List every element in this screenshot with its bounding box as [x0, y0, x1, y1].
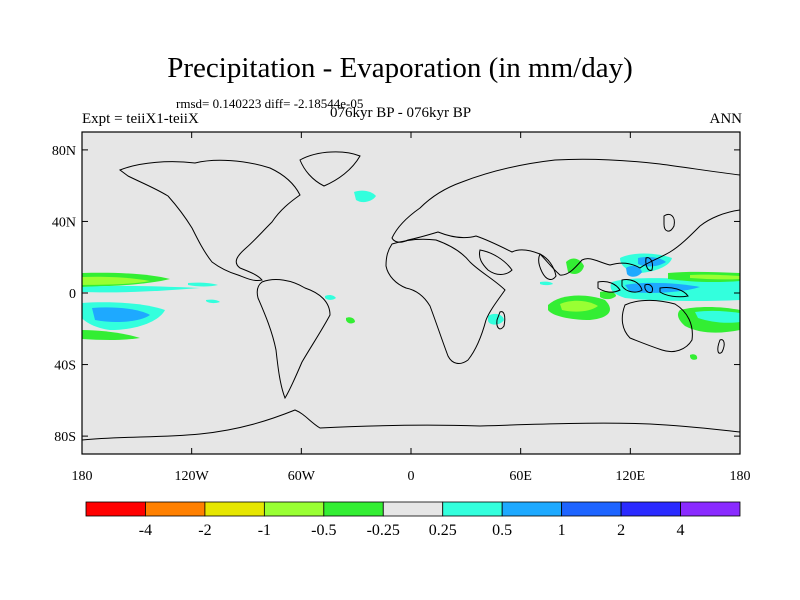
season-label: ANN [709, 111, 743, 127]
lon-tick-label: 180 [730, 469, 751, 484]
coastline-borneo [621, 279, 643, 293]
coastline-eurasia [391, 158, 740, 276]
anomaly-region [188, 282, 218, 287]
lon-tick-label: 60W [288, 469, 316, 484]
anomaly-region [325, 294, 336, 300]
colorbar-label: -2 [198, 522, 211, 539]
lat-tick-label: 40S [54, 359, 76, 374]
lon-tick-label: 0 [408, 469, 415, 484]
coastlines [82, 151, 740, 441]
colorbar-swatch [501, 501, 563, 517]
coastline-greenland [299, 151, 361, 187]
experiment-label: Expt = teiiX1-teiiX [82, 111, 199, 127]
lon-tick-label: 120W [175, 469, 210, 484]
coastline-sulawesi [644, 284, 653, 293]
anomaly-region [82, 285, 200, 293]
anomaly-region [690, 274, 740, 280]
anomaly-region [92, 307, 150, 323]
coastline-sumatra [597, 281, 621, 293]
anomaly-region [560, 300, 598, 312]
colorbar-swatch [382, 501, 444, 517]
anomaly-region [346, 317, 355, 324]
stats-label: rmsd= 0.140223 diff= -2.18544e-05 [176, 96, 364, 111]
coastline-australia [621, 299, 693, 353]
anomaly-region [354, 190, 376, 203]
colorbar-swatch [620, 501, 681, 517]
colorbar-label: -4 [139, 522, 152, 539]
colorbar-swatch [323, 501, 384, 517]
coastline-japan [663, 213, 675, 232]
anomaly-region [488, 313, 504, 325]
period-label: 076kyr BP - 076kyr BP [330, 105, 472, 121]
colorbar-label: 0.25 [429, 522, 457, 539]
colorbar: -4 -2 -1 -0.5 -0.25 0.25 0.5 1 2 4 [85, 501, 741, 539]
coastline-india [538, 253, 557, 280]
anomaly-region [626, 265, 642, 277]
anomaly-region [540, 281, 553, 286]
colorbar-swatch [263, 501, 325, 517]
lon-tick-label: 120E [616, 469, 646, 484]
lat-tick-label: 80S [54, 430, 76, 445]
anomaly-region [82, 276, 150, 285]
colorbar-swatch [204, 501, 265, 517]
colorbar-swatch [85, 501, 146, 517]
colorbar-swatch [680, 501, 741, 517]
colorbar-swatch [561, 501, 622, 517]
colorbar-label: -0.25 [367, 522, 400, 539]
page-title: Precipitation - Evaporation (in mm/day) [167, 52, 633, 84]
colorbar-label: 1 [558, 522, 566, 539]
colorbar-label: 0.5 [492, 522, 512, 539]
anomaly-region [600, 291, 616, 300]
longitude-axis: 180 120W 60W 0 60E 120E 180 [72, 132, 751, 484]
colorbar-label: 4 [677, 522, 685, 539]
colorbar-label: -1 [258, 522, 271, 539]
colorbar-swatch [145, 501, 206, 517]
coastline-arabia [479, 249, 513, 275]
anomaly-region [690, 354, 698, 360]
coastline-philippines [645, 257, 653, 271]
coastline-madagascar [496, 311, 506, 330]
latitude-axis: 80N 40N 0 40S 80S [52, 144, 740, 445]
coastline-africa [385, 238, 506, 364]
lat-tick-label: 80N [52, 144, 76, 159]
anomaly-region [82, 330, 140, 340]
coastline-new-zealand [717, 339, 725, 354]
anomaly-region [206, 299, 220, 304]
lat-tick-label: 40N [52, 215, 76, 230]
coastline-new-guinea [659, 287, 689, 298]
anomaly-region [695, 310, 740, 323]
coastline-north-america [118, 159, 301, 281]
coastline-antarctica [82, 409, 740, 441]
colorbar-swatch [442, 501, 503, 517]
lon-tick-label: 180 [72, 469, 93, 484]
coastline-south-america [256, 279, 331, 400]
lat-tick-label: 0 [69, 287, 76, 302]
lon-tick-label: 60E [509, 469, 532, 484]
colorbar-label: -0.5 [311, 522, 336, 539]
colorbar-label: 2 [617, 522, 625, 539]
